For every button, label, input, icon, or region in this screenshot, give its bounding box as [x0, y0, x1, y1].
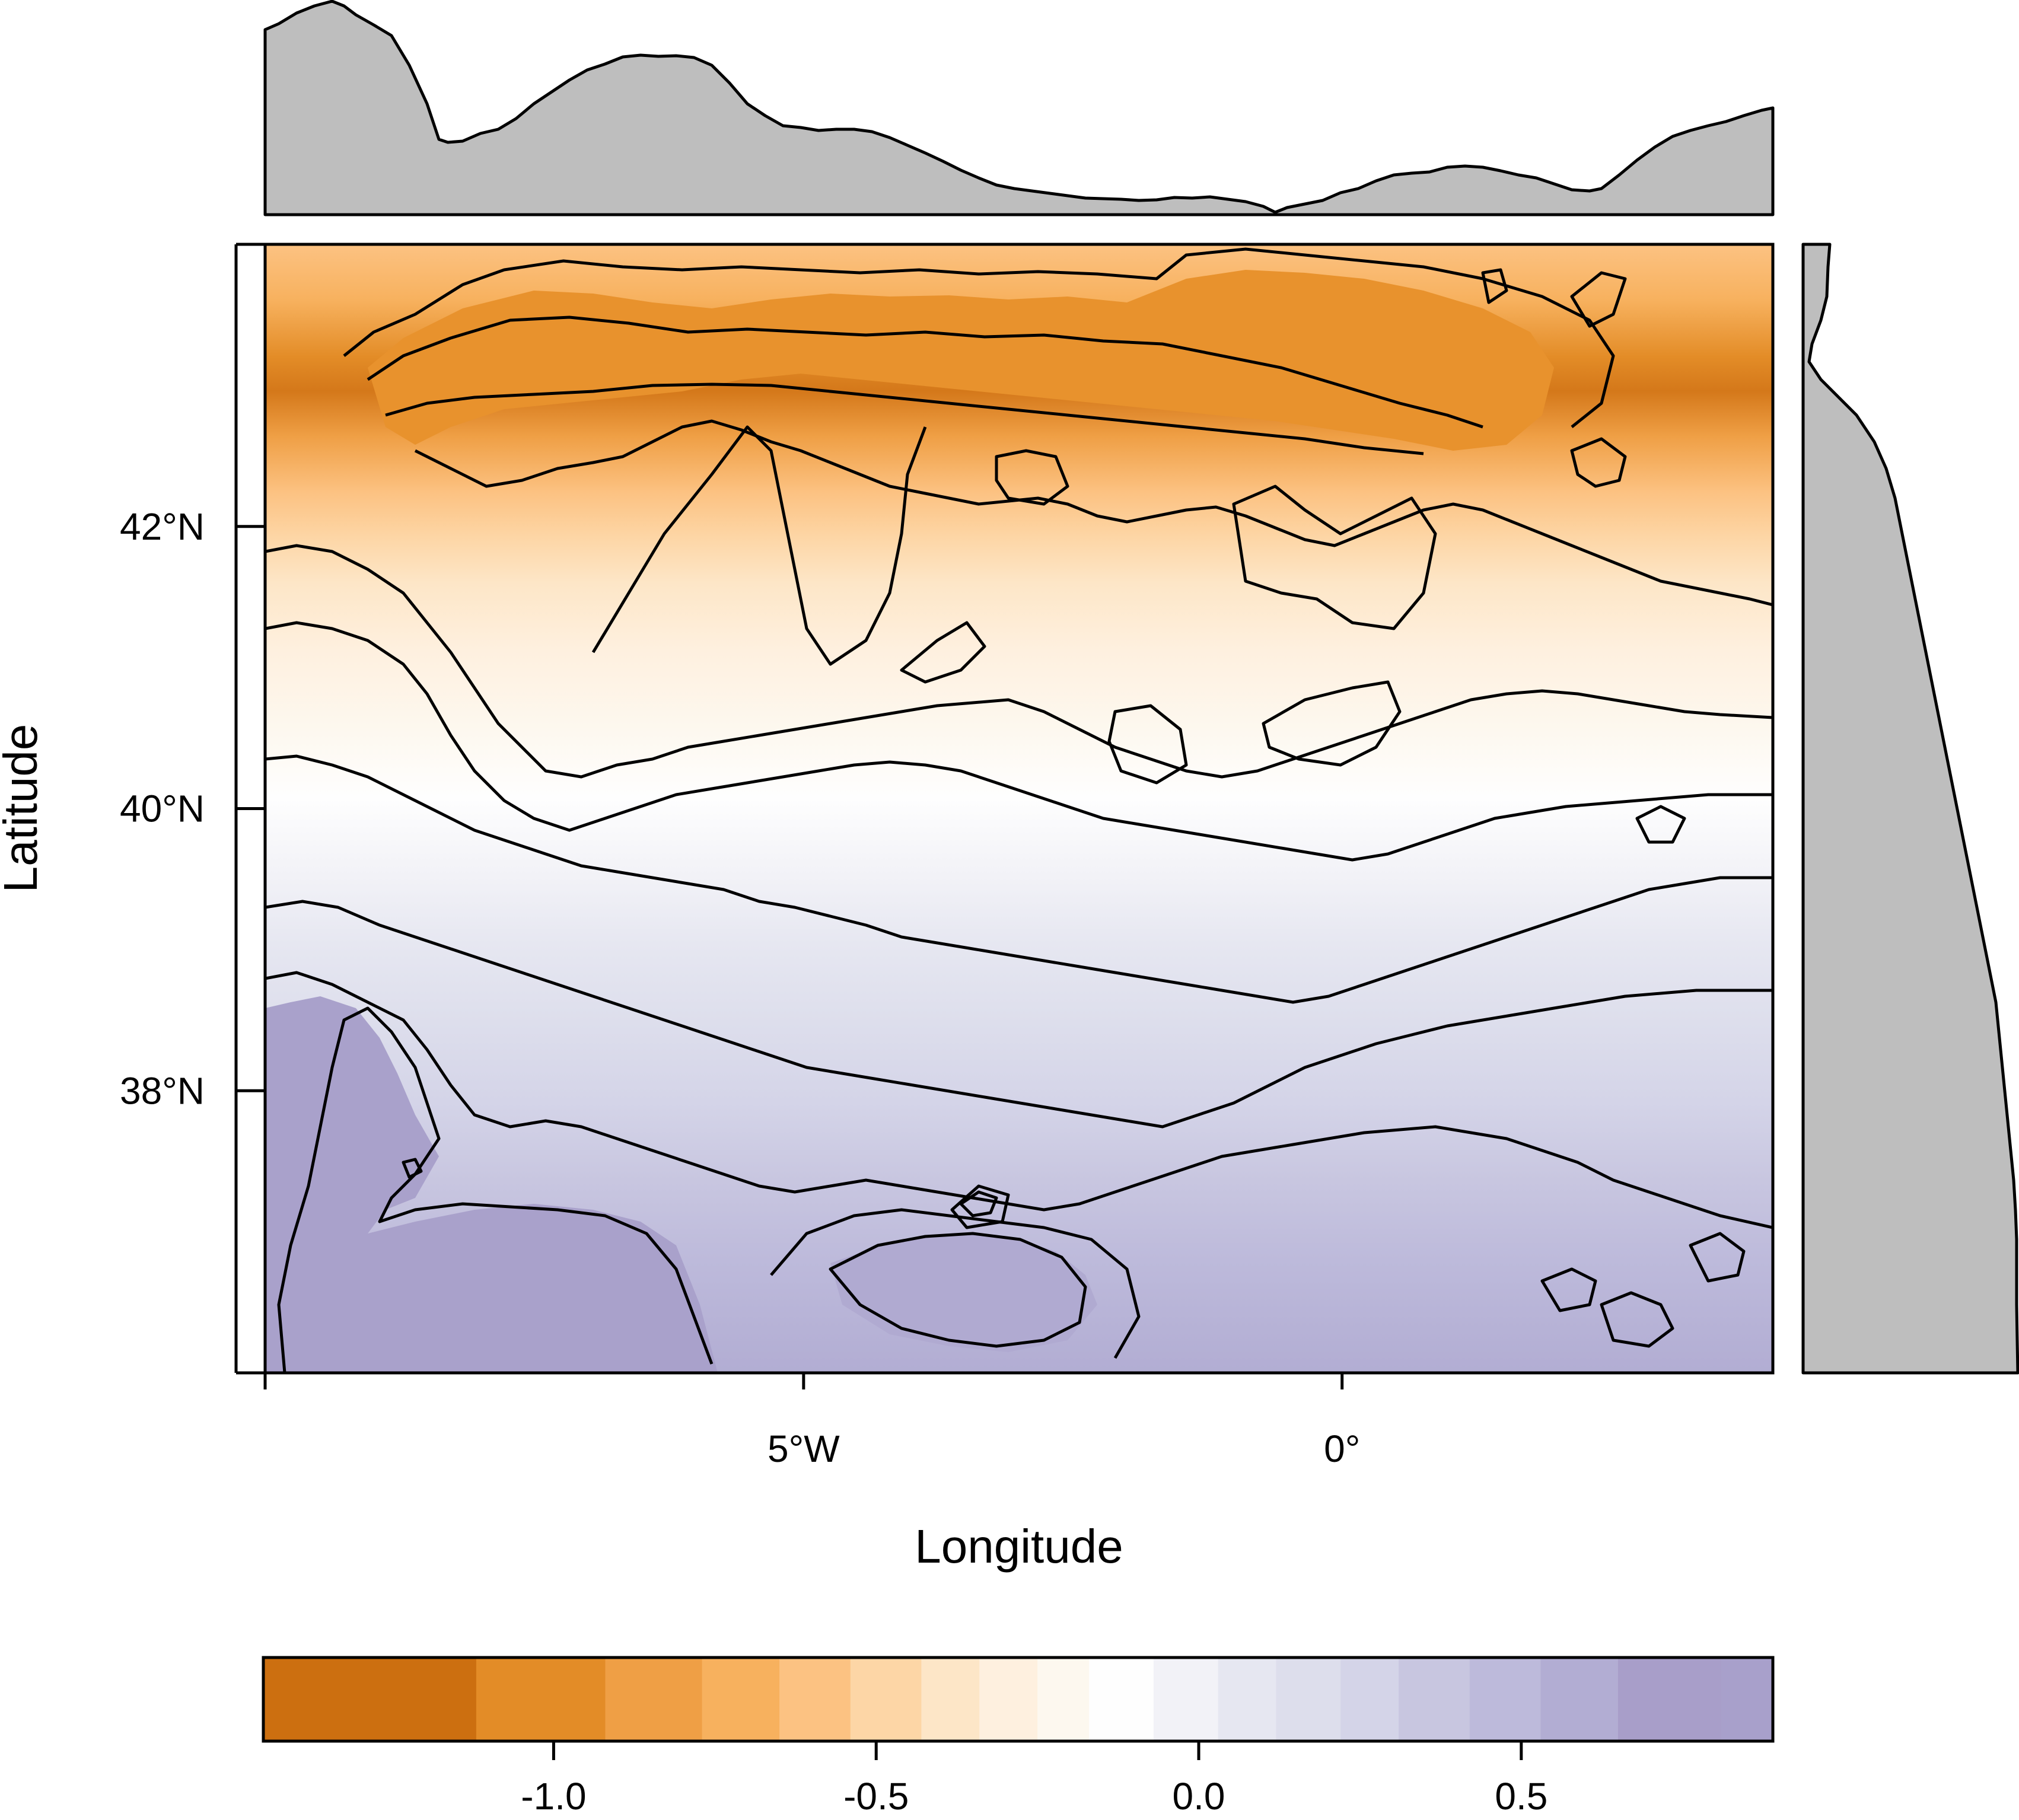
colorbar-ticks: -1.0 -0.5 0.0 0.5 [521, 1741, 1547, 1818]
colorbar-swatches [263, 1658, 1773, 1741]
contour-line [385, 383, 1424, 455]
contour-line [959, 1190, 998, 1217]
contour-line [265, 754, 1773, 1004]
field-region-n-mid [368, 270, 1554, 451]
colorbar-swatch [702, 1658, 780, 1741]
contour-line [950, 1184, 1010, 1229]
contour-line [1570, 271, 1627, 328]
map-fields [265, 270, 1554, 1373]
contour-line [402, 1158, 423, 1179]
contour-line [265, 544, 1773, 779]
colorbar-tick-label: 0.5 [1495, 1775, 1547, 1818]
colorbar-swatch [1153, 1658, 1219, 1741]
colorbar-swatch [921, 1658, 980, 1741]
contour-line [591, 425, 927, 666]
contour-line [265, 621, 1773, 862]
colorbar-tick-label: -1.0 [521, 1775, 586, 1818]
contour-line [367, 315, 1483, 429]
colorbar-tick-label: 0.0 [1173, 1775, 1225, 1818]
contour-line [1262, 680, 1402, 767]
colorbar-swatch [1276, 1658, 1341, 1741]
contour-line [1570, 437, 1627, 488]
x-axis: 5°W 0° [263, 1371, 1773, 1470]
contour-line [343, 247, 1615, 428]
top-marginal-profile [263, 0, 1775, 216]
field-region-s-high [830, 1233, 1097, 1352]
colorbar-swatch [263, 1658, 477, 1741]
latitude-profile-area [1801, 243, 2019, 1375]
contour-line [414, 419, 1773, 607]
contour-line [995, 449, 1069, 506]
colorbar-swatch [850, 1658, 922, 1741]
y-tick-label: 40°N [120, 788, 205, 830]
colorbar-swatch [1540, 1658, 1619, 1741]
contour-line [265, 971, 1773, 1229]
contour-line [1635, 805, 1686, 844]
colorbar-swatch [779, 1658, 851, 1741]
contour-lines [265, 247, 1773, 1373]
colorbar-swatch [1721, 1658, 1773, 1741]
colorbar-swatch [1617, 1658, 1722, 1741]
contour-line [829, 1232, 1087, 1348]
colorbar: -1.0 -0.5 0.0 0.5 [262, 1656, 1775, 1818]
colorbar-swatch [605, 1658, 703, 1741]
colorbar-swatch [1218, 1658, 1277, 1741]
colorbar-swatch [1340, 1658, 1399, 1741]
y-tick-label: 42°N [120, 505, 205, 548]
colorbar-swatch [1469, 1658, 1541, 1741]
x-axis-title: Longitude [915, 1520, 1123, 1573]
colorbar-swatch [1089, 1658, 1154, 1741]
contour-line [277, 1006, 714, 1373]
contour-line [1481, 268, 1508, 304]
contour-line [1232, 485, 1437, 630]
x-tick-label: 0° [1324, 1427, 1360, 1470]
y-axis: 38°N 40°N 42°N [120, 243, 265, 1375]
colorbar-swatch [1399, 1658, 1470, 1741]
contour-line [1107, 704, 1188, 785]
map-panel: 38°N 40°N 42°N 5°W 0° [120, 243, 1775, 1470]
colorbar-tick-label: -0.5 [843, 1775, 909, 1818]
colorbar-frame [262, 1656, 1775, 1743]
y-axis-title: Latitude [0, 724, 47, 893]
right-marginal-profile [1801, 243, 2019, 1375]
contour-line [900, 621, 986, 684]
contour-line [265, 900, 1773, 1129]
contour-line [1689, 1232, 1746, 1283]
field-region-sw-high [265, 996, 718, 1373]
colorbar-swatch [979, 1658, 1038, 1741]
contour-line [1540, 1267, 1597, 1312]
x-tick-label: 5°W [768, 1427, 840, 1470]
contour-line [1600, 1291, 1674, 1348]
colorbar-swatch [1037, 1658, 1090, 1741]
colorbar-swatch [476, 1658, 606, 1741]
y-tick-label: 38°N [120, 1069, 205, 1112]
longitude-profile-area [263, 0, 1775, 216]
